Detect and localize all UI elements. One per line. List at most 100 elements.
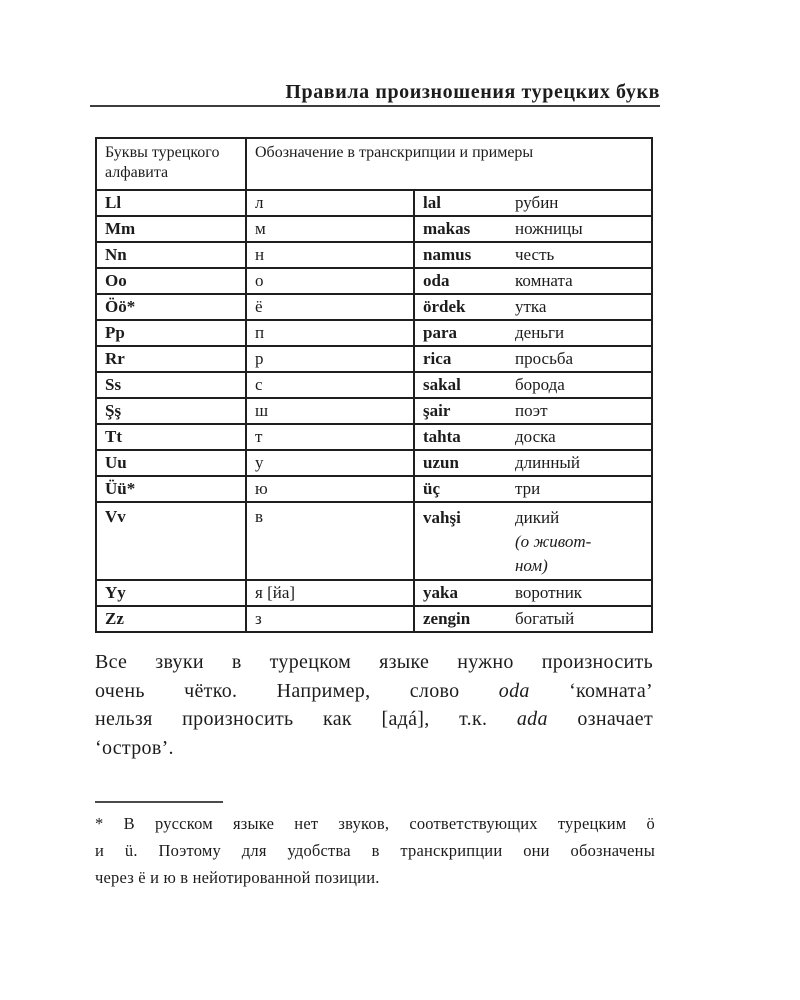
turkish-letter: Rr bbox=[95, 345, 247, 373]
turkish-letter: Şş bbox=[95, 397, 247, 425]
paragraph-line: Все звуки в турецком языке нужно произно… bbox=[95, 648, 653, 677]
example-word: uzun bbox=[423, 453, 459, 472]
table-row: Mm м makas ножницы bbox=[95, 215, 654, 243]
paragraph-line: нельзя произносить как [адá], т.к. ada о… bbox=[95, 705, 653, 734]
example-translation: честь bbox=[515, 245, 555, 264]
example-translation: утка bbox=[515, 297, 547, 316]
header-transcription-col: Обозначение в транскрипции и примеры bbox=[244, 137, 654, 191]
transcription: м bbox=[245, 215, 415, 243]
page-title: Правила произношения турецких букв bbox=[285, 81, 660, 103]
table-row: Uu у uzun длинный bbox=[95, 449, 654, 477]
transcription: ю bbox=[245, 475, 415, 503]
turkish-letter: Zz bbox=[95, 605, 247, 633]
table-row: Ll л lal рубин bbox=[95, 189, 654, 217]
example-cell: oda комната bbox=[412, 267, 654, 295]
example-translation: рубин bbox=[515, 193, 559, 212]
example-cell: para деньги bbox=[412, 319, 654, 347]
turkish-letter: Mm bbox=[95, 215, 247, 243]
table-row: Ss с sakal борода bbox=[95, 371, 654, 399]
table-row: Üü* ю üç три bbox=[95, 475, 654, 503]
transcription: н bbox=[245, 241, 415, 269]
italic-word: oda bbox=[498, 679, 530, 702]
transcription: ш bbox=[245, 397, 415, 425]
example-cell: uzun длинный bbox=[412, 449, 654, 477]
example-cell: sakal борода bbox=[412, 371, 654, 399]
paragraph-text: нельзя произносить как [адá], т.к. bbox=[95, 708, 517, 730]
transcription: в bbox=[245, 501, 415, 581]
example-word: lal bbox=[423, 193, 441, 212]
example-translation: борода bbox=[515, 375, 565, 394]
example-translation: доска bbox=[515, 427, 556, 446]
example-translation: дикий (о живот- ном) bbox=[515, 506, 643, 578]
footnote-line: и ü. Поэтому для удобства в транскрипции… bbox=[95, 841, 655, 860]
turkish-letter: Nn bbox=[95, 241, 247, 269]
transcription: л bbox=[245, 189, 415, 217]
example-cell: ördek утка bbox=[412, 293, 654, 321]
example-word: zengin bbox=[423, 609, 471, 628]
table-row: Tt т tahta доска bbox=[95, 423, 654, 451]
table-row: Vv в vahşi дикий (о живот- ном) bbox=[95, 501, 654, 581]
table-row: Nn н namus честь bbox=[95, 241, 654, 269]
example-cell: lal рубин bbox=[412, 189, 654, 217]
paragraph-text: очень чётко. Например, слово bbox=[95, 679, 499, 702]
example-word: ördek bbox=[423, 297, 466, 316]
example-cell: şair поэт bbox=[412, 397, 654, 425]
example-word: para bbox=[423, 323, 457, 342]
example-translation: длинный bbox=[515, 453, 580, 472]
table-row: Yy я [йа] yaka воротник bbox=[95, 579, 654, 607]
example-word: tahta bbox=[423, 427, 461, 446]
example-translation: комната bbox=[515, 271, 573, 290]
example-word: üç bbox=[423, 479, 440, 498]
example-translation: воротник bbox=[515, 583, 583, 602]
example-translation: деньги bbox=[515, 323, 565, 342]
example-cell: vahşi дикий (о живот- ном) bbox=[412, 501, 654, 581]
body-paragraph: Все звуки в турецком языке нужно произно… bbox=[95, 648, 653, 762]
turkish-letter: Uu bbox=[95, 449, 247, 477]
transcription: з bbox=[245, 605, 415, 633]
transcription: о bbox=[245, 267, 415, 295]
paragraph-text: означает bbox=[547, 708, 653, 730]
example-word: namus bbox=[423, 245, 472, 264]
turkish-letter: Tt bbox=[95, 423, 247, 451]
transcription: п bbox=[245, 319, 415, 347]
turkish-letter: Yy bbox=[95, 579, 247, 607]
footnote: * В русском языке нет звуков, соответств… bbox=[95, 810, 655, 891]
translation-note: (о живот- ном) bbox=[515, 532, 592, 575]
table-wrap: Буквы турецкого алфавита Обозначение в т… bbox=[95, 137, 654, 633]
turkish-letter: Oo bbox=[95, 267, 247, 295]
pronunciation-table: Буквы турецкого алфавита Обозначение в т… bbox=[95, 137, 654, 633]
paragraph-text: ‘остров’. bbox=[95, 736, 174, 759]
transcription: р bbox=[245, 345, 415, 373]
turkish-letter: Ll bbox=[95, 189, 247, 217]
example-word: sakal bbox=[423, 375, 461, 394]
example-translation: ножницы bbox=[515, 219, 583, 238]
example-translation: три bbox=[515, 479, 541, 498]
title-rule bbox=[90, 105, 660, 107]
example-cell: rica просьба bbox=[412, 345, 654, 373]
example-translation: поэт bbox=[515, 401, 548, 420]
header-letters-col: Буквы турецкого алфавита bbox=[95, 137, 247, 191]
example-word: oda bbox=[423, 271, 450, 290]
table-row: Şş ш şair поэт bbox=[95, 397, 654, 425]
example-word: vahşi bbox=[423, 508, 461, 527]
paragraph-text: ‘комната’ bbox=[529, 679, 653, 702]
example-cell: zengin богатый bbox=[412, 605, 654, 633]
example-word: makas bbox=[423, 219, 471, 238]
footnote-rule bbox=[95, 801, 223, 803]
example-word: şair bbox=[423, 401, 451, 420]
transcription: т bbox=[245, 423, 415, 451]
example-cell: yaka воротник bbox=[412, 579, 654, 607]
turkish-letter: Ss bbox=[95, 371, 247, 399]
table-header-row: Буквы турецкого алфавита Обозначение в т… bbox=[95, 137, 654, 191]
example-cell: tahta доска bbox=[412, 423, 654, 451]
table-row: Öö* ё ördek утка bbox=[95, 293, 654, 321]
turkish-letter: Pp bbox=[95, 319, 247, 347]
example-cell: makas ножницы bbox=[412, 215, 654, 243]
turkish-letter: Öö* bbox=[95, 293, 247, 321]
transcription: я [йа] bbox=[245, 579, 415, 607]
transcription: у bbox=[245, 449, 415, 477]
transcription: с bbox=[245, 371, 415, 399]
paragraph-line: ‘остров’. bbox=[95, 734, 653, 763]
table-row: Zz з zengin богатый bbox=[95, 605, 654, 633]
